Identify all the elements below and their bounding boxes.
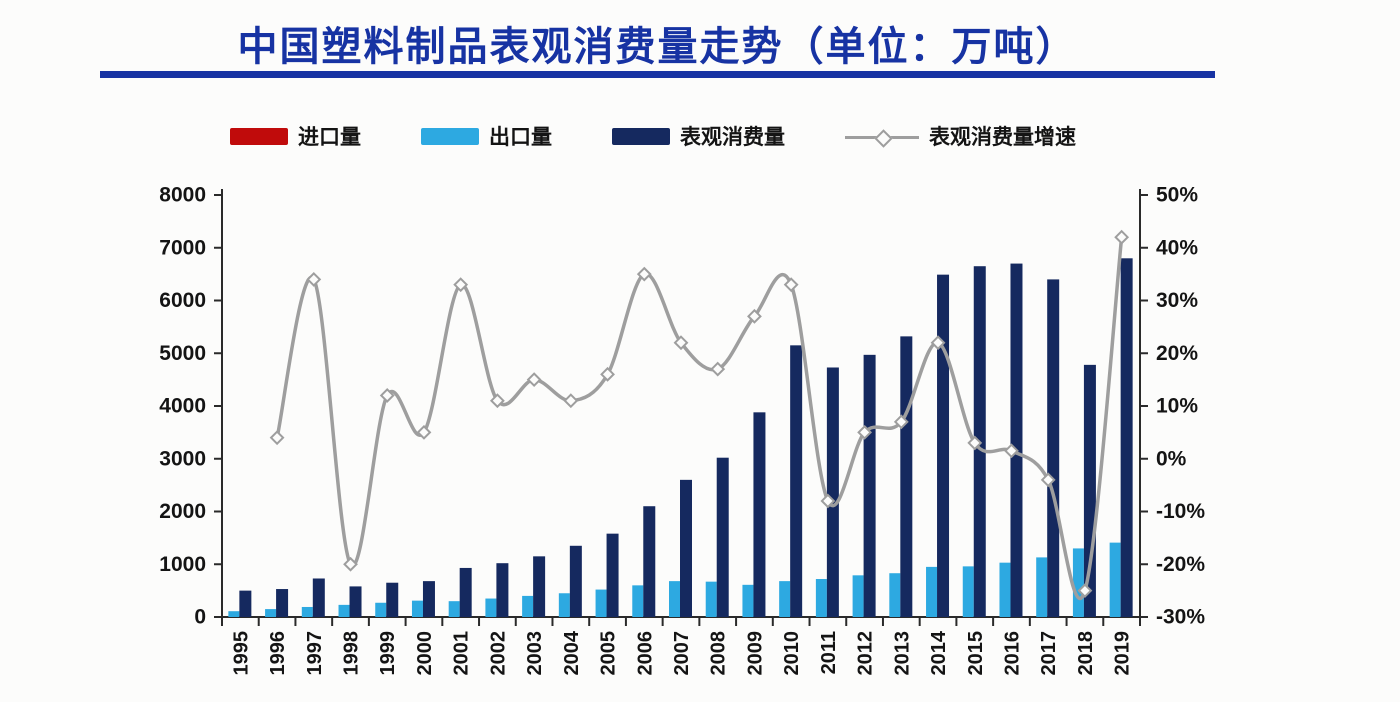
svg-text:2010: 2010	[781, 631, 803, 676]
svg-text:2014: 2014	[928, 630, 950, 675]
svg-text:6000: 6000	[159, 289, 206, 312]
svg-text:-30%: -30%	[1156, 606, 1205, 629]
growth-line-marker-icon	[845, 128, 919, 148]
svg-text:1997: 1997	[304, 631, 326, 676]
svg-text:2018: 2018	[1075, 631, 1097, 676]
svg-text:2003: 2003	[524, 631, 546, 676]
svg-text:2001: 2001	[451, 631, 473, 676]
svg-text:0: 0	[194, 606, 206, 629]
bars-出口量	[228, 542, 1121, 617]
svg-text:10%: 10%	[1156, 395, 1198, 418]
legend-label-consumption: 表观消费量	[680, 126, 785, 149]
consumption-navy-swatch-icon	[612, 127, 670, 145]
svg-text:40%: 40%	[1156, 236, 1198, 259]
legend-item-exports: 出口量	[421, 121, 552, 151]
svg-text:2006: 2006	[634, 631, 656, 676]
svg-text:2000: 2000	[159, 500, 206, 523]
chart-legend: 进口量 出口量 表观消费量 表观消费量增速	[230, 121, 1076, 151]
svg-text:2017: 2017	[1038, 631, 1060, 676]
svg-text:2019: 2019	[1112, 631, 1134, 676]
svg-text:1995: 1995	[230, 631, 252, 676]
chart-title: 中国塑料制品表观消费量走势（单位：万吨）	[237, 25, 1078, 69]
legend-label-exports: 出口量	[489, 126, 552, 149]
svg-text:5000: 5000	[159, 342, 206, 365]
svg-text:-10%: -10%	[1156, 500, 1205, 523]
svg-text:30%: 30%	[1156, 289, 1198, 312]
svg-text:1000: 1000	[159, 553, 206, 576]
svg-text:2015: 2015	[965, 631, 987, 676]
x-axis-year-labels: 1995 1996 1997 1998 1999 2000 2001 2002 2003 2004…	[230, 630, 1133, 675]
growth-rate-line	[269, 229, 1130, 601]
svg-text:-20%: -20%	[1156, 553, 1205, 576]
svg-text:1998: 1998	[341, 631, 363, 676]
svg-text:2013: 2013	[891, 631, 913, 676]
svg-text:2011: 2011	[818, 631, 840, 674]
svg-text:2009: 2009	[744, 631, 766, 676]
legend-label-growth: 表观消费量增速	[929, 126, 1076, 149]
svg-text:2005: 2005	[598, 631, 620, 676]
legend-item-growth: 表观消费量增速	[845, 121, 1076, 151]
exports-cyan-swatch-icon	[421, 127, 479, 145]
svg-text:8000: 8000	[159, 184, 206, 207]
svg-text:2007: 2007	[671, 631, 693, 676]
axis-tick-labels: 0 1000 2000 3000 4000 5000 6000 7000 8000 -30% -20…	[159, 184, 1205, 629]
svg-text:7000: 7000	[159, 236, 206, 259]
svg-text:2002: 2002	[487, 631, 509, 676]
svg-text:0%: 0%	[1156, 447, 1187, 470]
svg-text:2016: 2016	[1001, 631, 1023, 676]
bars-表观消费量	[239, 258, 1133, 617]
svg-text:20%: 20%	[1156, 342, 1198, 365]
svg-text:2004: 2004	[561, 630, 583, 675]
svg-text:1999: 1999	[377, 631, 399, 676]
svg-text:1996: 1996	[267, 631, 289, 676]
legend-label-imports: 进口量	[298, 126, 361, 149]
svg-text:2000: 2000	[414, 631, 436, 676]
legend-item-imports: 进口量	[230, 121, 361, 151]
svg-text:3000: 3000	[159, 447, 206, 470]
title-underline	[100, 71, 1215, 78]
svg-text:2012: 2012	[855, 631, 877, 676]
svg-text:4000: 4000	[159, 395, 206, 418]
svg-text:50%: 50%	[1156, 184, 1198, 207]
legend-item-consumption: 表观消费量	[612, 121, 785, 151]
svg-text:2008: 2008	[708, 631, 730, 676]
imports-red-swatch-icon	[230, 127, 288, 145]
